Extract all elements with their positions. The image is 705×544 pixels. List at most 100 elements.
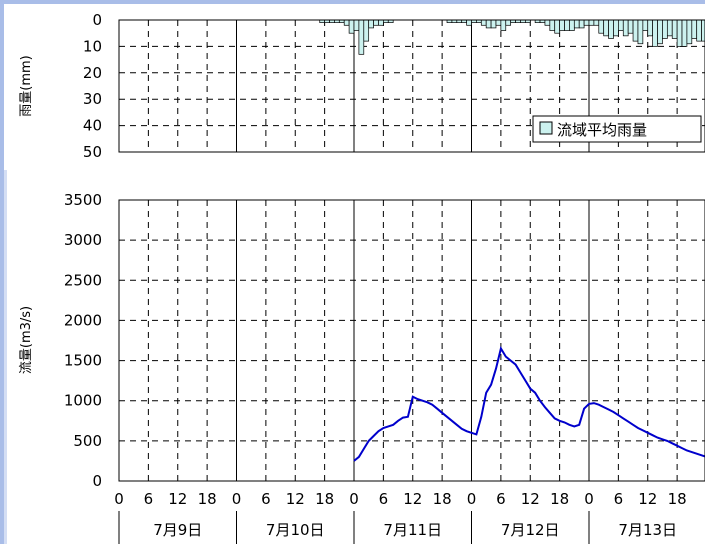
rainfall-bar (642, 19, 649, 31)
discharge-y-tick-label: 3000 (64, 231, 102, 249)
rainfall-bar (583, 19, 590, 26)
rainfall-bar (549, 19, 556, 31)
x-tick-label: 6 (379, 490, 389, 508)
x-tick-label: 18 (315, 490, 334, 508)
date-label: 7月10日 (266, 521, 325, 539)
rainfall-y-tick-label: 40 (83, 117, 102, 135)
rainfall-bar (348, 19, 355, 34)
rainfall-bar (662, 19, 668, 39)
rainfall-bar (613, 19, 619, 37)
x-tick-label: 6 (261, 490, 271, 508)
frame-left-border-light (4, 170, 7, 544)
x-tick-label: 18 (550, 490, 569, 508)
rainfall-bar (657, 19, 663, 45)
discharge-y-tick-label: 2500 (64, 271, 102, 289)
rainfall-bar (627, 19, 634, 34)
rainfall-y-tick-label: 30 (83, 90, 102, 108)
discharge-series (353, 345, 705, 462)
date-label: 7月13日 (618, 521, 677, 539)
legend-swatch (539, 121, 553, 135)
rainfall-bar (363, 19, 370, 42)
rainfall-bar (593, 19, 600, 26)
x-tick-label: 0 (467, 490, 477, 508)
discharge-y-tick-label: 1500 (64, 352, 102, 370)
rainfall-y-ticks: 0 10 20 30 40 50 (83, 11, 102, 161)
discharge-y-tick-label: 3500 (64, 191, 102, 209)
rainfall-bar (666, 19, 673, 37)
x-tick-label: 12 (638, 490, 657, 508)
rainfall-y-tick-label: 50 (83, 143, 102, 161)
rainfall-bar (490, 19, 497, 29)
discharge-gridlines (119, 200, 705, 481)
x-tick-label: 12 (403, 490, 422, 508)
rainfall-bar (343, 19, 350, 26)
rainfall-bar (559, 19, 565, 31)
rainfall-bar (598, 19, 605, 34)
x-tick-label: 6 (144, 490, 154, 508)
x-tick-label: 12 (286, 490, 305, 508)
x-tick-label: 6 (496, 490, 506, 508)
rainfall-bar (505, 19, 512, 26)
rainfall-bar (466, 19, 472, 26)
rainfall-plot-frame (118, 19, 705, 153)
x-axis: 0 6 12 18 7月9日 0 6 12 18 7月10日 0 6 12 18 7月11日 0 6 12 18 7月… (114, 490, 687, 544)
legend-label: 流域平均雨量 (557, 121, 647, 139)
x-tick-label: 0 (232, 490, 242, 508)
rainfall-bar (632, 19, 639, 42)
discharge-line (353, 345, 705, 462)
rainfall-bar (691, 19, 698, 39)
discharge-y-axis-label: 流量(m3/s) (19, 306, 34, 374)
rainfall-bar (378, 19, 384, 26)
rainfall-bar (637, 19, 644, 45)
rainfall-bar (608, 19, 614, 39)
discharge-panel: 0 500 1000 1500 2000 2500 3000 3500 流量(m3/s) (19, 191, 705, 490)
rainfall-bar (353, 19, 360, 31)
x-tick-label: 12 (521, 490, 540, 508)
rainfall-bar (671, 19, 678, 39)
discharge-y-ticks: 0 500 1000 1500 2000 2500 3000 3500 (64, 191, 102, 490)
rainfall-bar (588, 19, 595, 26)
rainfall-bar (480, 19, 487, 26)
rainfall-bar (676, 19, 683, 47)
discharge-plot-area (119, 200, 705, 481)
rainfall-y-tick-label: 0 (92, 11, 102, 29)
discharge-y-tick-label: 2000 (64, 311, 102, 329)
rainfall-bar (681, 19, 688, 47)
x-tick-label: 0 (349, 490, 359, 508)
rainfall-bar (652, 19, 658, 47)
rainfall-y-axis-label: 雨量(mm) (19, 55, 34, 116)
rainfall-y-tick-label: 10 (83, 37, 102, 55)
x-tick-label: 0 (114, 490, 124, 508)
x-tick-label: 18 (433, 490, 452, 508)
frame-top-border (0, 0, 705, 4)
rainfall-bar (696, 19, 702, 42)
date-label: 7月9日 (153, 521, 202, 539)
rainfall-bar (622, 19, 629, 37)
rainfall-bar (358, 19, 365, 55)
rainfall-panel: 0 10 20 30 40 50 雨量(mm) 流域平均雨量 (19, 11, 705, 161)
rainfall-bar (500, 19, 507, 31)
rainfall-bar (578, 19, 585, 29)
x-tick-label: 12 (168, 490, 187, 508)
rainfall-legend: 流域平均雨量 (532, 115, 702, 143)
legend-box (532, 115, 702, 143)
rainfall-bar (686, 19, 693, 45)
x-tick-label: 18 (668, 490, 687, 508)
x-tick-label: 0 (584, 490, 594, 508)
discharge-y-tick-label: 1000 (64, 392, 102, 410)
rainfall-bar (647, 19, 653, 37)
date-label: 7月11日 (383, 521, 442, 539)
rainfall-bar (701, 19, 705, 42)
rainfall-y-tick-label: 20 (83, 64, 102, 82)
x-tick-label: 6 (614, 490, 624, 508)
x-tick-label: 18 (198, 490, 217, 508)
discharge-plot-frame (118, 199, 705, 482)
rainfall-bar (485, 19, 492, 29)
date-label: 7月12日 (501, 521, 560, 539)
rainfall-bar (495, 19, 502, 26)
discharge-y-tick-label: 0 (92, 472, 102, 490)
rainfall-bar (573, 19, 580, 29)
discharge-y-tick-label: 500 (73, 432, 102, 450)
rainfall-bar (603, 19, 609, 37)
